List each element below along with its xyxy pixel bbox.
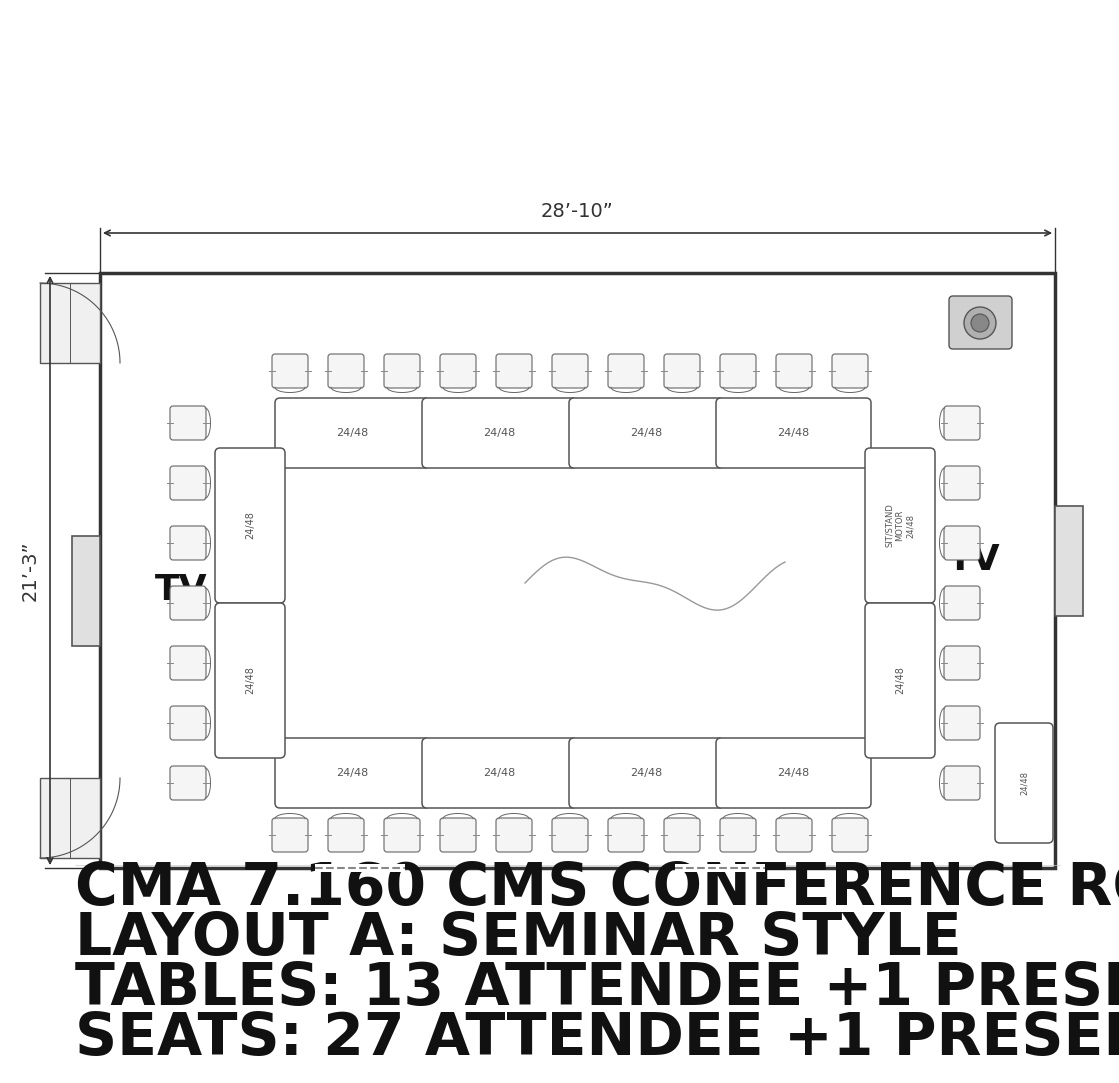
Bar: [100, 273, 1055, 867]
FancyBboxPatch shape: [944, 406, 980, 440]
FancyBboxPatch shape: [865, 603, 935, 758]
Text: TV: TV: [156, 574, 208, 608]
FancyBboxPatch shape: [552, 354, 587, 388]
Text: CMA 7.160 CMS CONFERENCE ROOM: CMA 7.160 CMS CONFERENCE ROOM: [75, 860, 1119, 916]
FancyBboxPatch shape: [215, 448, 285, 603]
FancyBboxPatch shape: [608, 818, 645, 852]
FancyBboxPatch shape: [328, 354, 364, 388]
Text: 24/48: 24/48: [245, 511, 255, 539]
FancyBboxPatch shape: [384, 354, 420, 388]
FancyBboxPatch shape: [720, 354, 756, 388]
Text: 24/48: 24/48: [630, 768, 662, 778]
FancyBboxPatch shape: [944, 466, 980, 500]
Circle shape: [971, 314, 989, 332]
FancyBboxPatch shape: [422, 397, 577, 468]
FancyBboxPatch shape: [275, 397, 430, 468]
FancyBboxPatch shape: [170, 706, 206, 740]
FancyBboxPatch shape: [775, 354, 812, 388]
Text: 24/48: 24/48: [337, 768, 368, 778]
FancyBboxPatch shape: [833, 818, 868, 852]
FancyBboxPatch shape: [944, 766, 980, 800]
Text: SIT/STAND
MOTOR
24/48: SIT/STAND MOTOR 24/48: [885, 504, 915, 547]
Text: TV: TV: [948, 544, 1000, 577]
Text: 28’-10”: 28’-10”: [542, 203, 614, 221]
FancyBboxPatch shape: [496, 354, 532, 388]
FancyBboxPatch shape: [440, 354, 476, 388]
Text: 24/48: 24/48: [778, 428, 810, 438]
Bar: [316, 864, 405, 872]
FancyBboxPatch shape: [170, 586, 206, 619]
FancyBboxPatch shape: [384, 818, 420, 852]
Text: 24/48: 24/48: [778, 768, 810, 778]
FancyBboxPatch shape: [170, 645, 206, 680]
FancyBboxPatch shape: [328, 818, 364, 852]
FancyBboxPatch shape: [664, 818, 700, 852]
FancyBboxPatch shape: [716, 397, 871, 468]
FancyBboxPatch shape: [944, 706, 980, 740]
FancyBboxPatch shape: [170, 766, 206, 800]
Bar: [675, 864, 765, 872]
Text: 24/48: 24/48: [245, 666, 255, 694]
FancyBboxPatch shape: [170, 406, 206, 440]
FancyBboxPatch shape: [995, 723, 1053, 843]
Text: TABLES: 13 ATTENDEE +1 PRESENTER: TABLES: 13 ATTENDEE +1 PRESENTER: [75, 960, 1119, 1017]
FancyBboxPatch shape: [720, 818, 756, 852]
FancyBboxPatch shape: [608, 354, 645, 388]
Text: SEATS: 27 ATTENDEE +1 PRESENTER: SEATS: 27 ATTENDEE +1 PRESENTER: [75, 1009, 1119, 1067]
Text: 24/48: 24/48: [483, 768, 516, 778]
FancyBboxPatch shape: [716, 738, 871, 808]
Bar: [40, 283, 100, 363]
Text: 24/48: 24/48: [1019, 771, 1028, 795]
Text: 21’-3”: 21’-3”: [21, 540, 40, 601]
Text: 24/48: 24/48: [337, 428, 368, 438]
Bar: [1055, 506, 1083, 615]
FancyBboxPatch shape: [422, 738, 577, 808]
Circle shape: [963, 306, 996, 339]
FancyBboxPatch shape: [944, 645, 980, 680]
FancyBboxPatch shape: [215, 603, 285, 758]
FancyBboxPatch shape: [552, 818, 587, 852]
FancyBboxPatch shape: [568, 397, 724, 468]
FancyBboxPatch shape: [275, 738, 430, 808]
FancyBboxPatch shape: [833, 354, 868, 388]
FancyBboxPatch shape: [272, 354, 308, 388]
FancyBboxPatch shape: [664, 354, 700, 388]
FancyBboxPatch shape: [944, 586, 980, 619]
FancyBboxPatch shape: [865, 448, 935, 603]
Text: 24/48: 24/48: [483, 428, 516, 438]
Text: LAYOUT A: SEMINAR STYLE: LAYOUT A: SEMINAR STYLE: [75, 910, 961, 966]
FancyBboxPatch shape: [440, 818, 476, 852]
Bar: [40, 778, 100, 858]
FancyBboxPatch shape: [496, 818, 532, 852]
FancyBboxPatch shape: [944, 526, 980, 560]
Text: 24/48: 24/48: [895, 666, 905, 694]
FancyBboxPatch shape: [949, 296, 1012, 349]
Text: 24/48: 24/48: [630, 428, 662, 438]
FancyBboxPatch shape: [568, 738, 724, 808]
FancyBboxPatch shape: [170, 526, 206, 560]
Bar: [72, 535, 100, 645]
FancyBboxPatch shape: [170, 466, 206, 500]
FancyBboxPatch shape: [775, 818, 812, 852]
FancyBboxPatch shape: [272, 818, 308, 852]
